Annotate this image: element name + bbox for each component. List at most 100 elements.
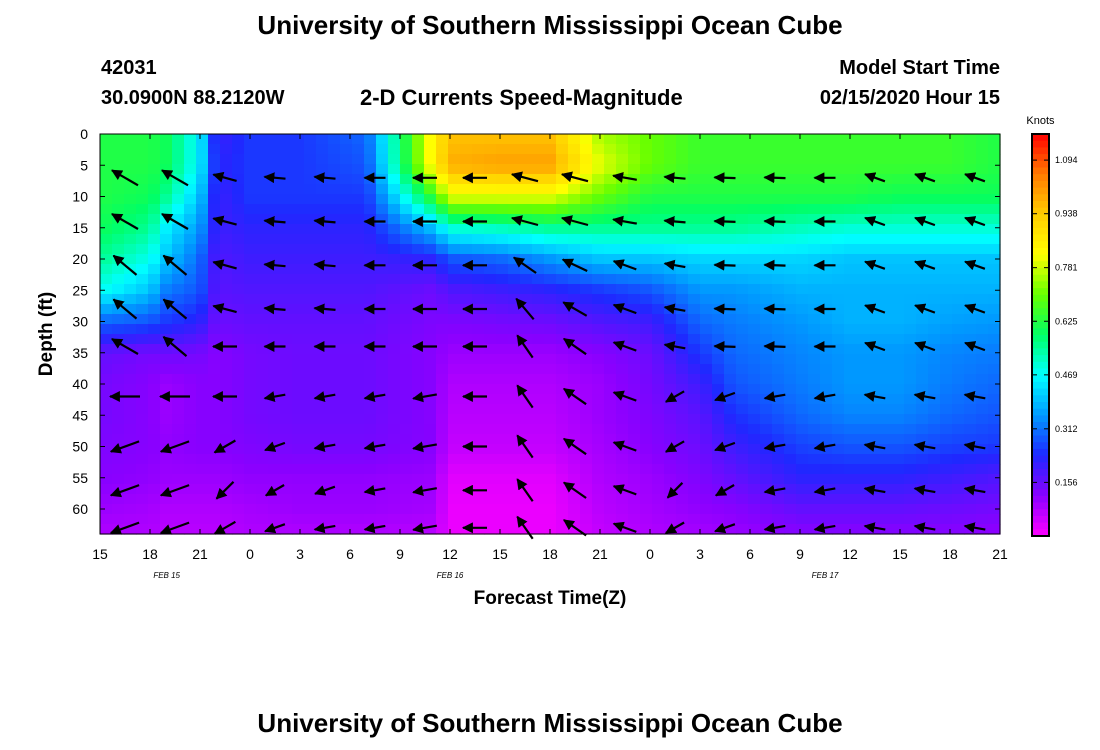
heatmap-cell — [592, 304, 605, 315]
heatmap-cell — [316, 514, 329, 525]
heatmap-cell — [520, 264, 533, 275]
heatmap-cell — [700, 404, 713, 415]
heatmap-cell — [472, 174, 485, 185]
current-vector-arrow — [510, 171, 539, 183]
heatmap-cell — [676, 404, 689, 415]
heatmap-cell — [808, 354, 821, 365]
heatmap-cell — [796, 374, 809, 385]
heatmap-cell — [232, 144, 245, 155]
heatmap-cell — [148, 354, 161, 365]
heatmap-cell — [208, 224, 221, 235]
heatmap-cell — [184, 464, 197, 475]
heatmap-cell — [928, 454, 941, 465]
heatmap-cell — [724, 374, 737, 385]
heatmap-cell — [184, 214, 197, 225]
heatmap-cell — [328, 474, 341, 485]
heatmap-cell — [268, 154, 281, 165]
heatmap-cell — [460, 174, 473, 185]
heatmap-cell — [520, 424, 533, 435]
heatmap-cell — [508, 344, 521, 355]
heatmap-cell — [664, 424, 677, 435]
heatmap-cell — [208, 264, 221, 275]
heatmap-cell — [124, 374, 137, 385]
heatmap-cell — [952, 444, 965, 455]
heatmap-cell — [136, 354, 149, 365]
heatmap-cell — [256, 454, 269, 465]
heatmap-cell — [472, 514, 485, 525]
heatmap-cell — [352, 404, 365, 415]
heatmap-cell — [820, 404, 833, 415]
heatmap-cell — [340, 234, 353, 245]
heatmap-cell — [448, 474, 461, 485]
heatmap-cell — [796, 204, 809, 215]
heatmap-cell — [976, 434, 989, 445]
heatmap-cell — [508, 484, 521, 495]
heatmap-cell — [352, 294, 365, 305]
heatmap-cell — [100, 414, 113, 425]
heatmap-cell — [760, 484, 773, 495]
current-vector-arrow — [964, 216, 986, 227]
heatmap-cell — [208, 314, 221, 325]
heatmap-cell — [856, 514, 869, 525]
heatmap-cell — [280, 384, 293, 395]
heatmap-cell — [304, 364, 317, 375]
heatmap-cell — [436, 354, 449, 365]
heatmap-cell — [208, 424, 221, 435]
heatmap-cell — [388, 254, 401, 265]
heatmap-cell — [700, 144, 713, 155]
heatmap-cell — [784, 184, 797, 195]
heatmap-cell — [964, 224, 977, 235]
heatmap-cell — [568, 294, 581, 305]
heatmap-cell — [172, 454, 185, 465]
heatmap-cell — [376, 364, 389, 375]
heatmap-cell — [268, 404, 281, 415]
heatmap-cell — [652, 294, 665, 305]
heatmap-cell — [820, 394, 833, 405]
heatmap-cell — [508, 254, 521, 265]
heatmap-cell — [736, 254, 749, 265]
heatmap-cell — [280, 154, 293, 165]
heatmap-cell — [928, 374, 941, 385]
x-axis-title: Forecast Time(Z) — [474, 588, 627, 609]
heatmap-cell — [280, 314, 293, 325]
heatmap-cell — [652, 274, 665, 285]
heatmap-cell — [124, 294, 137, 305]
heatmap-cell — [580, 434, 593, 445]
heatmap-cell — [652, 344, 665, 355]
heatmap-cell — [832, 434, 845, 445]
heatmap-cell — [700, 164, 713, 175]
heatmap-cell — [544, 494, 557, 505]
heatmap-cell — [364, 234, 377, 245]
heatmap-cell — [472, 164, 485, 175]
heatmap-cell — [604, 204, 617, 215]
heatmap-cell — [112, 234, 125, 245]
heatmap-cell — [328, 214, 341, 225]
heatmap-cell — [388, 314, 401, 325]
heatmap-cell — [100, 164, 113, 175]
heatmap-cell — [832, 444, 845, 455]
current-vector-arrow — [212, 303, 237, 314]
heatmap-cell — [556, 514, 569, 525]
heatmap-cell — [112, 384, 125, 395]
heatmap-cell — [520, 374, 533, 385]
heatmap-cell — [208, 294, 221, 305]
heatmap-cell — [880, 374, 893, 385]
heatmap-cell — [700, 264, 713, 275]
heatmap-cell — [340, 464, 353, 475]
heatmap-cell — [592, 364, 605, 375]
heatmap-cell — [148, 444, 161, 455]
heatmap-cell — [832, 154, 845, 165]
heatmap-cell — [640, 274, 653, 285]
heatmap-cell — [220, 324, 233, 335]
heatmap-cell — [232, 524, 245, 535]
heatmap-cell — [568, 204, 581, 215]
heatmap-cell — [760, 434, 773, 445]
heatmap-cell — [544, 364, 557, 375]
heatmap-cell — [220, 184, 233, 195]
heatmap-cell — [568, 254, 581, 265]
heatmap-cell — [556, 414, 569, 425]
current-vector-arrow — [864, 341, 886, 352]
heatmap-cell — [172, 224, 185, 235]
heatmap-cell — [784, 324, 797, 335]
heatmap-cell — [868, 254, 881, 265]
